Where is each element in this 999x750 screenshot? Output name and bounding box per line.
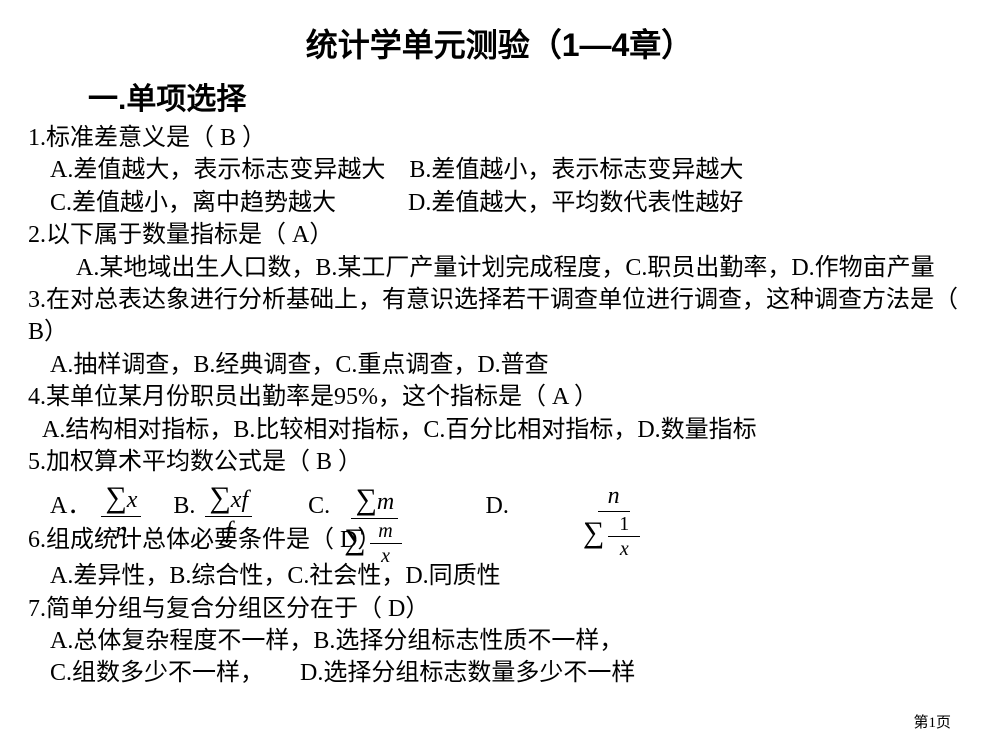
q1-a: A.差值越大，表示标志变异越大 (50, 157, 385, 183)
question-3: 3.在对总表达象进行分析基础上，有意识选择若干调查单位进行调查，这种调查方法是（… (28, 284, 971, 381)
page-title: 统计学单元测验（1—4章） (28, 20, 971, 66)
q1-row1: A.差值越大，表示标志变异越大 B.差值越小，表示标志变异越大 (28, 154, 971, 186)
q3-opts: A.抽样调查，B.经典调查，C.重点调查，D.普查 (28, 349, 971, 381)
q1-b: B.差值越小，表示标志变异越大 (409, 157, 743, 183)
question-2: 2.以下属于数量指标是（ A） A.某地域出生人口数，B.某工厂产量计划完成程度… (28, 219, 971, 284)
question-1: 1.标准差意义是（ B ） A.差值越大，表示标志变异越大 B.差值越小，表示标… (28, 122, 971, 219)
q5-label-a: A． (50, 480, 91, 521)
q5-formula-row: A． ∑x n B. ∑xf f C. ∑m ∑mx D. (28, 480, 971, 560)
question-5: 5.加权算术平均数公式是（ B ） A． ∑x n B. ∑xf f C. ∑m… (28, 446, 971, 560)
q5-label-b: B. (173, 480, 195, 521)
q7-line1: A.总体复杂程度不一样，B.选择分组标志性质不一样， (28, 625, 971, 657)
formula-c: ∑m ∑mx (336, 480, 413, 568)
q2-opts: A.某地域出生人口数，B.某工厂产量计划完成程度，C.职员出勤率，D.作物亩产量 (28, 252, 971, 284)
q1-stem: 1.标准差意义是（ B ） (28, 122, 971, 154)
formula-d: n ∑1x (575, 480, 652, 561)
q7-stem: 7.简单分组与复合分组区分在于（ D） (28, 593, 971, 625)
q5-stem: 5.加权算术平均数公式是（ B ） (28, 446, 971, 478)
question-7: 7.简单分组与复合分组区分在于（ D） A.总体复杂程度不一样，B.选择分组标志… (28, 593, 971, 690)
section-heading: 一.单项选择 (88, 74, 971, 118)
q4-opts: A.结构相对指标，B.比较相对指标，C.百分比相对指标，D.数量指标 (28, 414, 971, 446)
q6-stem-overlay: 6.组成统计总体必要条件是（ D） (28, 526, 381, 555)
q1-d: D.差值越大，平均数代表性越好 (408, 190, 743, 216)
q3-stem: 3.在对总表达象进行分析基础上，有意识选择若干调查单位进行调查，这种调查方法是（… (28, 284, 971, 349)
q1-row2: C.差值越小，离中趋势越大 D.差值越大，平均数代表性越好 (28, 187, 971, 219)
question-6: A.差异性，B.综合性，C.社会性，D.同质性 (28, 560, 971, 592)
question-4: 4.某单位某月份职员出勤率是95%，这个指标是（ A ） A.结构相对指标，B.… (28, 381, 971, 446)
q2-stem: 2.以下属于数量指标是（ A） (28, 219, 971, 251)
q5-label-d: D. (486, 480, 509, 521)
q6-opts: A.差异性，B.综合性，C.社会性，D.同质性 (28, 560, 971, 592)
page-number: 第1页 (913, 711, 951, 732)
q7-line2: C.组数多少不一样， D.选择分组标志数量多少不一样 (28, 657, 971, 689)
document-page: 统计学单元测验（1—4章） 一.单项选择 1.标准差意义是（ B ） A.差值越… (0, 0, 999, 690)
q5-label-c: C. (308, 480, 330, 521)
q1-c: C.差值越小，离中趋势越大 (50, 190, 336, 216)
q4-stem: 4.某单位某月份职员出勤率是95%，这个指标是（ A ） (28, 381, 971, 413)
